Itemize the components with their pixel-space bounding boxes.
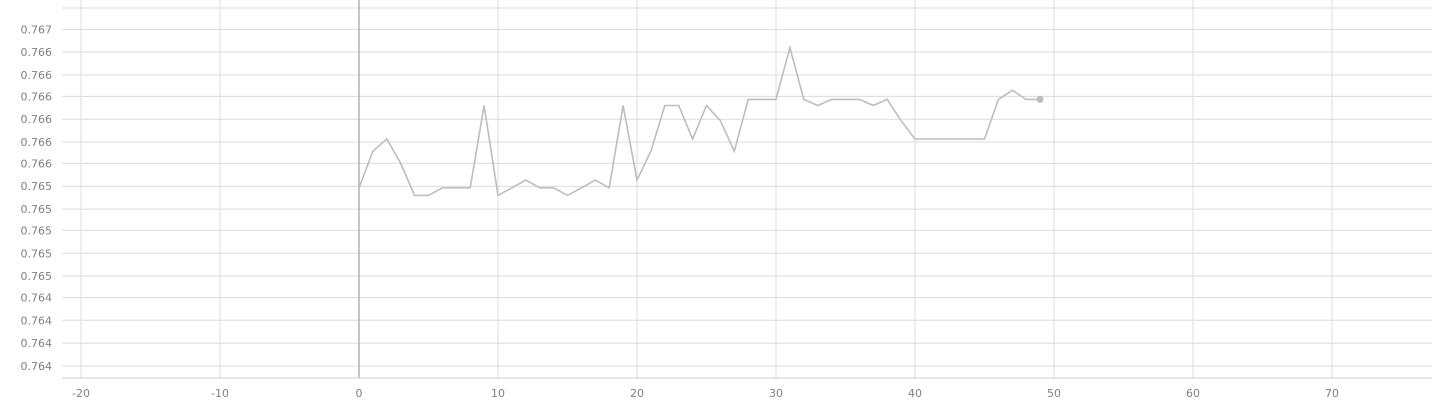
- y-tick-label: 0.764: [21, 314, 53, 327]
- y-tick-label: 0.767: [21, 23, 53, 36]
- x-tick-label: 60: [1186, 387, 1200, 400]
- x-tick-label: 10: [491, 387, 505, 400]
- x-tick-label: -10: [211, 387, 229, 400]
- y-tick-label: 0.765: [21, 180, 53, 193]
- series-end-point: [1036, 95, 1044, 103]
- x-tick-label: 0: [356, 387, 363, 400]
- x-tick-label: 50: [1047, 387, 1061, 400]
- y-tick-label: 0.766: [21, 136, 53, 149]
- x-tick-label: 40: [908, 387, 922, 400]
- y-tick-label: 0.764: [21, 291, 53, 304]
- x-tick-label: 30: [769, 387, 783, 400]
- x-tick-label: 70: [1325, 387, 1339, 400]
- series-line: [358, 44, 1041, 197]
- grid: [62, 0, 1432, 378]
- y-tick-label: 0.766: [21, 46, 53, 59]
- y-tick-label: 0.766: [21, 90, 53, 103]
- y-tick-label: 0.764: [21, 337, 53, 350]
- y-tick-label: 0.765: [21, 203, 53, 216]
- y-tick-label: 0.766: [21, 157, 53, 170]
- series-group: [358, 44, 1044, 197]
- y-tick-label: 0.766: [21, 69, 53, 82]
- y-tick-label: 0.764: [21, 360, 53, 373]
- x-tick-label: -20: [72, 387, 90, 400]
- x-axis-labels: -20 -10 0 10 20 30 40 50 60 70: [72, 387, 1339, 400]
- y-tick-label: 0.766: [21, 113, 53, 126]
- y-axis-labels: 0.764 0.764 0.764 0.764 0.765 0.765 0.765 0.765…: [21, 23, 53, 373]
- y-tick-label: 0.765: [21, 270, 53, 283]
- y-tick-label: 0.765: [21, 224, 53, 237]
- y-tick-label: 0.765: [21, 247, 53, 260]
- x-tick-label: 20: [630, 387, 644, 400]
